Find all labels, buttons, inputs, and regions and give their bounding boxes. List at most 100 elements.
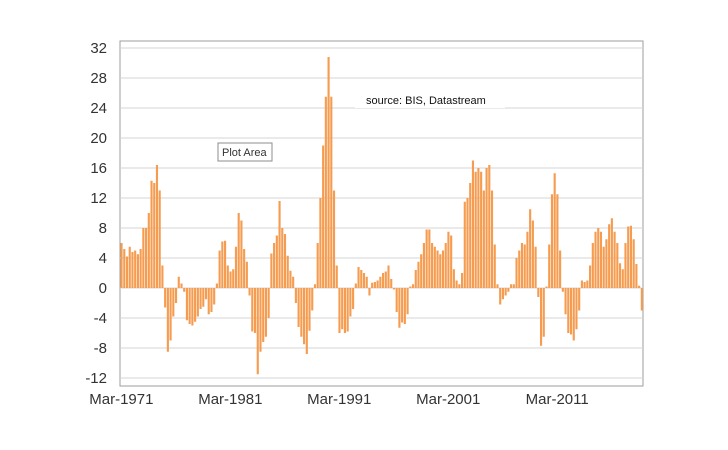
bar [567, 288, 570, 333]
bar [213, 288, 216, 305]
bar [501, 288, 504, 300]
bar [575, 288, 578, 330]
bar [548, 244, 551, 288]
bar [512, 284, 515, 288]
bar [283, 234, 287, 288]
bar [218, 250, 221, 288]
bar [324, 96, 327, 288]
bar [471, 160, 475, 288]
bar [153, 183, 156, 288]
bar [537, 288, 540, 297]
bar [515, 258, 518, 288]
bar [529, 209, 532, 288]
bar [469, 183, 472, 288]
bar [488, 165, 491, 288]
bar [395, 288, 398, 312]
plot-area-tooltip: Plot Area [222, 147, 268, 159]
bar [624, 243, 627, 288]
plot-area-tooltip-box [217, 142, 273, 162]
bar [360, 270, 363, 288]
bar [303, 288, 306, 345]
bar [172, 288, 175, 317]
bar [128, 246, 131, 288]
bar [602, 246, 605, 288]
bar [166, 288, 169, 352]
bar [439, 254, 442, 288]
bar [384, 271, 387, 288]
bar [362, 273, 366, 288]
bar [455, 280, 458, 288]
bar [490, 190, 494, 288]
bar [594, 231, 597, 288]
bar [586, 280, 589, 288]
bar [460, 273, 464, 288]
bar [379, 276, 382, 288]
y-tick-label: 20 [90, 130, 107, 147]
bar-series [120, 57, 643, 375]
bar [240, 220, 243, 288]
bar [507, 288, 510, 292]
bar [632, 239, 635, 288]
bar [202, 288, 205, 307]
bar [185, 288, 188, 321]
bar [403, 288, 406, 324]
bar [436, 250, 439, 288]
bar [561, 288, 564, 292]
bar [224, 240, 227, 288]
bar [232, 269, 235, 288]
bar [534, 246, 537, 288]
bar [349, 288, 352, 317]
bar [343, 288, 346, 333]
source-note-box [355, 90, 505, 108]
bar [243, 249, 246, 288]
bar [330, 96, 333, 288]
y-tick-label: -12 [85, 370, 107, 387]
bar [425, 229, 428, 288]
bar [583, 282, 586, 288]
bar [564, 288, 567, 315]
bar [196, 288, 199, 317]
bar [365, 276, 368, 288]
bar [520, 243, 524, 288]
bar [618, 263, 622, 288]
bar [226, 265, 229, 288]
bar [542, 288, 545, 337]
bar [569, 288, 573, 335]
bar [253, 288, 257, 333]
bar [147, 213, 150, 288]
source-note: source: BIS, Datastream [366, 95, 486, 107]
bar [382, 273, 385, 288]
bar [485, 168, 488, 288]
bar [638, 285, 641, 288]
bar [605, 239, 608, 288]
bar [496, 284, 499, 288]
x-tick-label: Mar-2011 [526, 391, 589, 408]
bar [376, 280, 379, 288]
bar [559, 250, 562, 288]
bar [414, 270, 417, 288]
bar [237, 213, 240, 288]
bar [411, 284, 415, 288]
bar [335, 265, 338, 288]
bar [591, 243, 594, 288]
bar [313, 284, 317, 288]
bar [354, 283, 357, 288]
bar [357, 267, 360, 288]
bar [150, 180, 153, 288]
bar [474, 171, 477, 288]
bar [433, 246, 436, 288]
bar [210, 288, 213, 312]
bar [123, 249, 126, 288]
bar [264, 288, 267, 337]
bar [450, 235, 453, 288]
bar [281, 228, 284, 288]
bar [259, 288, 262, 352]
bar [466, 198, 469, 288]
bar [311, 288, 314, 311]
bar [300, 288, 303, 337]
bar [191, 288, 194, 326]
bar [177, 276, 180, 288]
bar [539, 288, 543, 346]
y-tick-label: 12 [90, 190, 107, 207]
